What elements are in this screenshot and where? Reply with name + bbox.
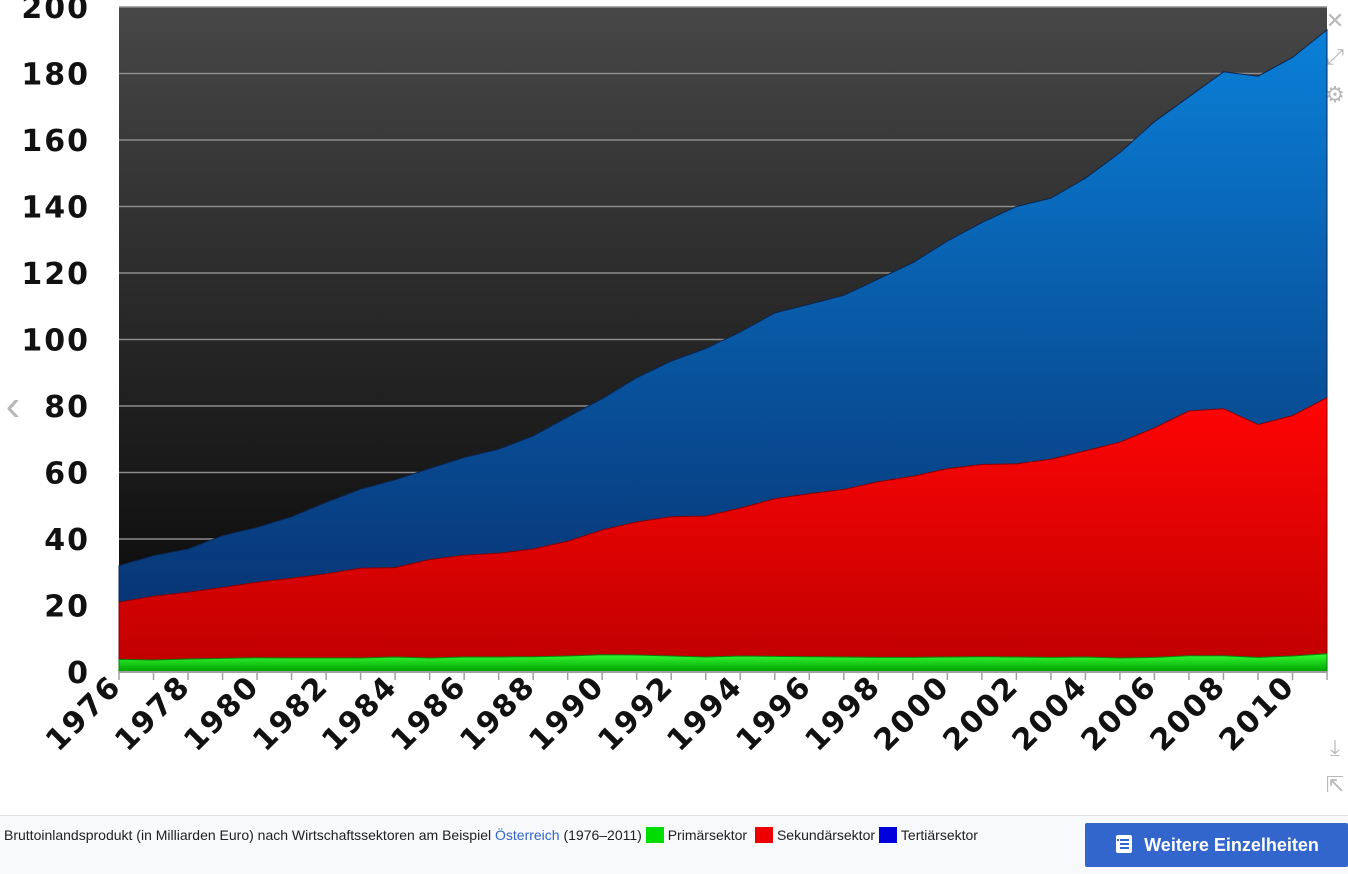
x-tick-label-2010: 2010 [1213,669,1302,758]
y-tick-label-40: 40 [44,523,90,558]
x-tick-label-2006: 2006 [1075,669,1164,758]
x-tick-label-1986: 1986 [384,669,473,758]
expand-icon[interactable]: ⤢ [1326,44,1344,69]
download-icon[interactable]: ⤓ [1330,735,1340,760]
x-tick-label-1982: 1982 [246,669,335,758]
x-tick-label-1988: 1988 [453,669,542,758]
x-tick-label-1980: 1980 [177,669,266,758]
y-tick-label-140: 140 [21,191,90,226]
x-tick-label-1992: 1992 [591,669,680,758]
y-tick-label-160: 160 [21,124,90,159]
media-viewer: 0 20 40 60 80 100 120 140 160 180 200 1976 1978 1980… [5,0,1345,797]
legend-swatch-primary [645,827,664,843]
series-areas [118,28,1328,673]
y-tick-labels: 0 20 40 60 80 100 120 140 160 180 200 [21,0,90,691]
caption: Bruttoinlandsprodukt (in Milliarden Euro… [4,824,1064,846]
caption-years: (1976–2011) [559,827,646,843]
x-tick-label-1998: 1998 [799,669,888,758]
austria-link[interactable]: Österreich [495,827,560,843]
legend-label-tertiary: Tertiärsektor [900,827,978,843]
legend-swatch-secondary [754,827,773,843]
caption-text: Bruttoinlandsprodukt (in Milliarden Euro… [4,827,495,843]
legend-label-secondary: Sekundärsektor [776,827,876,843]
y-tick-label-20: 20 [44,590,90,625]
y-tick-label-180: 180 [21,58,90,93]
area-Primärsektor [118,653,1328,673]
x-tick-label-2002: 2002 [937,669,1026,758]
share-icon[interactable]: ⇱ [1325,772,1345,797]
y-tick-label-60: 60 [44,457,90,492]
x-tick-label-1996: 1996 [729,669,818,758]
area-Sekundärsektor [118,396,1328,673]
caption-bar: Bruttoinlandsprodukt (in Milliarden Euro… [0,815,1348,874]
x-tick-label-2004: 2004 [1006,669,1095,758]
y-tick-label-200: 200 [21,0,90,26]
file-details-icon [1116,835,1133,853]
close-icon[interactable]: ✕ [1325,8,1345,33]
more-details-button[interactable]: Weitere Einzelheiten [1085,823,1348,867]
settings-gear-icon[interactable]: ⚙ [1325,82,1345,107]
more-details-label: Weitere Einzelheiten [1144,835,1319,855]
axes [118,671,1328,680]
x-tick-label-1978: 1978 [108,669,197,758]
y-tick-label-80: 80 [44,390,90,425]
x-tick-label-1984: 1984 [315,669,404,758]
x-tick-label-2008: 2008 [1144,669,1233,758]
x-tick-labels: 1976197819801982198419861988199019921994… [39,669,1302,758]
x-tick-label-1990: 1990 [522,669,611,758]
y-tick-label-100: 100 [21,324,90,359]
previous-arrow-icon[interactable]: ‹ [5,381,21,430]
y-tick-label-0: 0 [67,656,90,691]
legend-swatch-tertiary [878,827,897,843]
legend-label-primary: Primärsektor [667,827,748,843]
gdp-area-chart: 0 20 40 60 80 100 120 140 160 180 200 197619781980… [21,0,1328,758]
x-tick-label-2000: 2000 [868,669,957,758]
y-tick-label-120: 120 [21,257,90,292]
x-tick-label-1994: 1994 [660,669,749,758]
